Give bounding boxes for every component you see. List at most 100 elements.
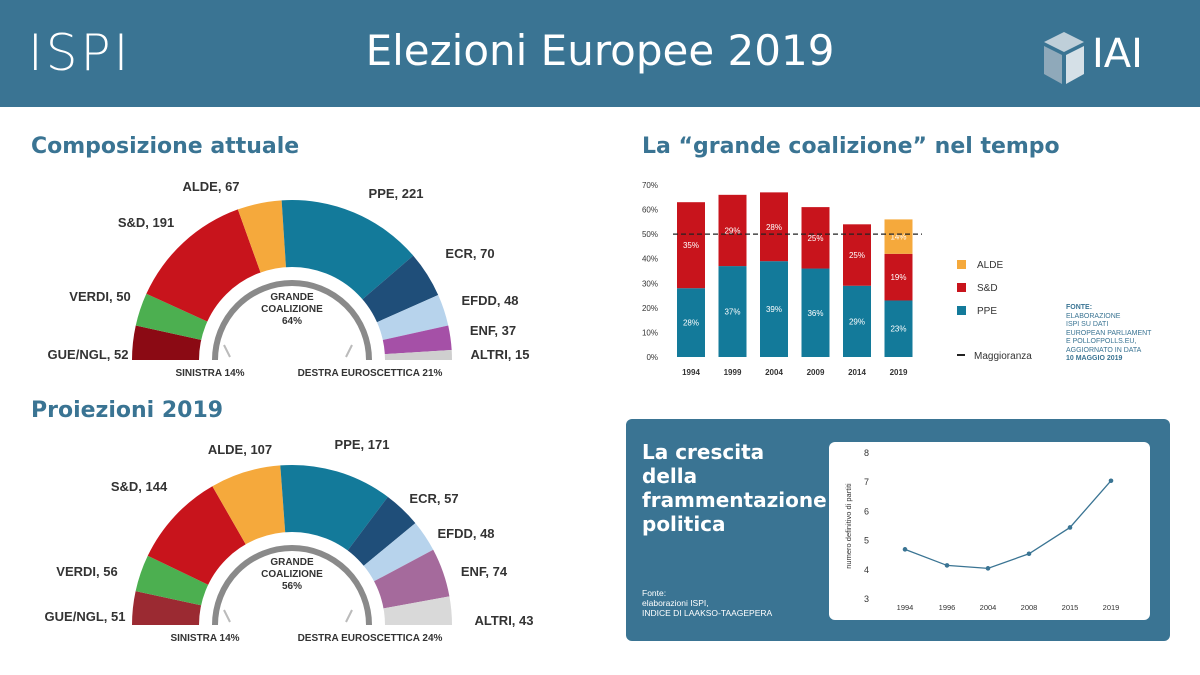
party-label: ECR, 70 bbox=[445, 246, 494, 261]
party-label: VERDI, 56 bbox=[56, 564, 117, 579]
party-label: PPE, 171 bbox=[335, 437, 390, 452]
section-title-current: Composizione attuale bbox=[31, 134, 300, 159]
data-point bbox=[944, 563, 950, 568]
section-title-projections: Proiezioni 2019 bbox=[31, 398, 224, 423]
hemicycle-segment bbox=[376, 349, 452, 360]
bar-value-label: 14% bbox=[890, 233, 906, 242]
x-tick-label: 1994 bbox=[682, 368, 700, 377]
x-tick-label: 2009 bbox=[807, 368, 825, 377]
x-tick-label: 2019 bbox=[890, 368, 908, 377]
bar-value-label: 28% bbox=[683, 319, 699, 328]
bar-segment bbox=[760, 261, 788, 357]
source-note: FONTE: ELABORAZIONE ISPI SU DATI EUROPEA… bbox=[1066, 304, 1176, 364]
y-tick-label: 6 bbox=[864, 506, 869, 516]
bar-segment bbox=[801, 207, 830, 269]
bar-value-label: 19% bbox=[890, 273, 906, 282]
bar-value-label: 28% bbox=[766, 223, 782, 232]
hemicycle-projection: GRANDE COALIZIONE 56% SINISTRA 14% DESTR… bbox=[45, 437, 534, 644]
bar-segment bbox=[884, 219, 913, 254]
party-label: VERDI, 50 bbox=[69, 289, 130, 304]
fragmentation-line-chart: 3 4 5 6 7 8 numero definitivo di partiti 1994 1… bbox=[844, 448, 1120, 612]
y-tick-label: 50% bbox=[642, 230, 658, 239]
bar-segment bbox=[801, 268, 830, 357]
y-tick-label: 7 bbox=[864, 477, 869, 487]
hemicycle-segment bbox=[237, 200, 287, 281]
data-point bbox=[1108, 478, 1114, 484]
source-line: 10 MAGGIO 2019 bbox=[1066, 355, 1123, 362]
panel-source: Fonte: elaborazioni ISPI, INDICE DI LAAK… bbox=[642, 588, 772, 618]
coalition-bar-chart: 0% 10% 20% 30% 40% 50% 60% 70% 28% 35% 37% 29% 39% 2… bbox=[642, 181, 1032, 377]
hemicycle-segment bbox=[369, 295, 449, 342]
legend-label: S&D bbox=[977, 283, 998, 294]
x-tick-label: 1996 bbox=[939, 603, 956, 612]
party-label: ECR, 57 bbox=[409, 491, 458, 506]
bar-value-label: 29% bbox=[724, 226, 740, 235]
hemicycle-segment bbox=[356, 255, 439, 326]
x-tick-label: 1994 bbox=[897, 603, 914, 612]
hemicycle-segment bbox=[357, 523, 434, 586]
iai-logo-icon bbox=[1044, 32, 1084, 84]
bar-segment bbox=[718, 194, 747, 267]
fragmentation-line bbox=[904, 480, 1112, 569]
legend-swatch bbox=[957, 260, 966, 269]
source-line: EUROPEAN PARLIAMENT bbox=[1066, 329, 1152, 337]
party-label: S&D, 191 bbox=[118, 215, 174, 230]
party-label: EFDD, 48 bbox=[461, 293, 518, 308]
party-label: ENF, 37 bbox=[470, 323, 516, 338]
party-label: S&D, 144 bbox=[111, 479, 168, 494]
bar-value-label: 36% bbox=[807, 309, 823, 318]
party-label: PPE, 221 bbox=[369, 186, 424, 201]
data-point bbox=[1067, 525, 1073, 530]
y-tick-label: 5 bbox=[864, 536, 869, 546]
panel-title: La crescita della frammentazione politic… bbox=[642, 440, 827, 536]
coalition-label-1: GRANDE bbox=[270, 292, 314, 303]
hemicycle-segment bbox=[367, 549, 450, 610]
y-tick-label: 10% bbox=[642, 328, 658, 337]
hemicycle-segment bbox=[212, 465, 286, 552]
bar-value-label: 23% bbox=[890, 325, 906, 334]
party-label: ALTRI, 43 bbox=[475, 613, 534, 628]
bar-segment bbox=[677, 202, 705, 289]
data-point bbox=[1026, 551, 1032, 557]
bar-value-label: 29% bbox=[849, 317, 865, 326]
hemicycle-segment bbox=[281, 200, 414, 305]
left-group-label: SINISTRA 14% bbox=[175, 368, 244, 379]
bar-segment bbox=[843, 285, 871, 357]
data-point bbox=[902, 547, 908, 552]
hemicycle-segment bbox=[132, 325, 210, 360]
right-group-label: DESTRA EUROSCETTICA 21% bbox=[298, 368, 443, 379]
x-tick-label: 2014 bbox=[848, 368, 866, 377]
party-label: ENF, 74 bbox=[461, 564, 508, 579]
source-line: ISPI SU DATI bbox=[1066, 321, 1109, 328]
x-tick-label: 1999 bbox=[724, 368, 742, 377]
source-line: AGGIORNATO IN DATA bbox=[1066, 346, 1142, 354]
party-label: EFDD, 48 bbox=[437, 526, 494, 541]
bar-value-label: 39% bbox=[766, 305, 782, 314]
hemicycle-segment bbox=[135, 555, 216, 608]
legend-majority-label: Maggioranza bbox=[974, 351, 1032, 362]
party-label: GUE/NGL, 51 bbox=[45, 609, 126, 624]
y-tick-label: 3 bbox=[864, 594, 869, 604]
source-line: FONTE: bbox=[1066, 304, 1093, 311]
y-tick-label: 70% bbox=[642, 181, 658, 190]
x-tick-label: 2008 bbox=[1021, 603, 1038, 612]
hemicycle-segment bbox=[132, 591, 209, 625]
x-tick-label: 2015 bbox=[1062, 603, 1079, 612]
y-tick-label: 30% bbox=[642, 279, 658, 288]
x-tick-label: 2004 bbox=[980, 603, 997, 612]
x-tick-label: 2019 bbox=[1103, 603, 1120, 612]
party-label: GUE/NGL, 52 bbox=[48, 347, 129, 362]
bar-value-label: 25% bbox=[807, 234, 823, 243]
bar-segment bbox=[760, 192, 788, 262]
legend-label: PPE bbox=[977, 306, 997, 317]
y-tick-label: 20% bbox=[642, 304, 658, 313]
bar-value-label: 35% bbox=[683, 241, 699, 250]
y-tick-label: 60% bbox=[642, 206, 658, 215]
bar-value-label: 37% bbox=[724, 308, 740, 317]
y-axis-label: numero definitivo di partiti bbox=[844, 483, 853, 569]
panel-source-line: Fonte: bbox=[642, 588, 667, 598]
hemicycle-current: GRANDE COALIZIONE 64% SINISTRA 14% DESTR… bbox=[48, 179, 530, 379]
iai-logo-text: IAI bbox=[1092, 31, 1143, 77]
bar-segment bbox=[677, 288, 705, 357]
coalition-label-1: GRANDE bbox=[270, 557, 314, 568]
